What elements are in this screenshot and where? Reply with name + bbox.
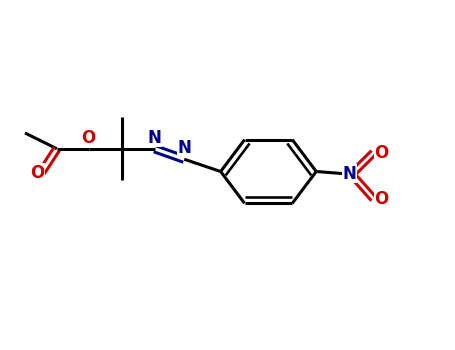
Text: N: N	[177, 139, 191, 157]
Text: O: O	[30, 164, 45, 182]
Text: N: N	[148, 128, 162, 147]
Text: O: O	[374, 144, 389, 162]
Text: N: N	[343, 164, 356, 183]
Text: O: O	[81, 129, 96, 147]
Text: O: O	[374, 190, 389, 208]
